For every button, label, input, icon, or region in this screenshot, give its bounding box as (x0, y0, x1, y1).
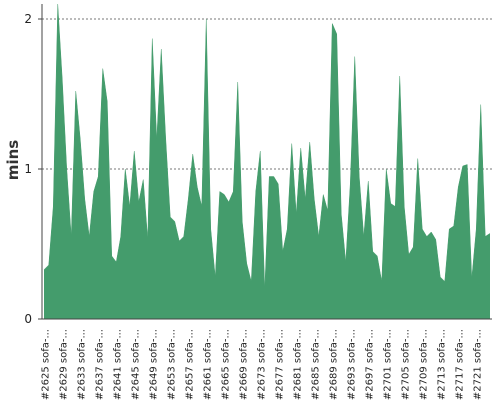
x-tick-label: #2693 sofa-... (346, 329, 357, 400)
x-tick-label: #2677 sofa-... (274, 329, 285, 400)
x-tick-label: #2645 sofa-... (130, 329, 141, 400)
x-tick-label: #2637 sofa-... (94, 329, 105, 400)
y-tick-label: 1 (24, 162, 32, 176)
x-tick-label: #2625 sofa-... (40, 329, 51, 400)
x-tick-label: #2649 sofa-... (148, 329, 159, 400)
x-tick-label: #2641 sofa-... (112, 329, 123, 400)
x-tick-label: #2653 sofa-... (166, 329, 177, 400)
x-tick-label: #2689 sofa-... (328, 329, 339, 400)
x-tick-label: #2705 sofa-... (400, 329, 411, 400)
x-tick-label: #2697 sofa-... (364, 329, 375, 400)
x-tick-label: #2709 sofa-... (418, 329, 429, 400)
x-tick-label: #2685 sofa-... (310, 329, 321, 400)
x-tick-label: #2669 sofa-... (238, 329, 249, 400)
x-tick-label: #2717 sofa-... (454, 329, 465, 400)
x-tick-label: #2629 sofa-... (58, 329, 69, 400)
x-tick-label: #2657 sofa-... (184, 329, 195, 400)
y-axis-label: mins (4, 140, 22, 180)
y-tick-label: 0 (24, 312, 32, 326)
y-tick-label: 2 (24, 12, 32, 26)
x-tick-label: #2713 sofa-... (436, 329, 447, 400)
x-tick-label: #2701 sofa-... (382, 329, 393, 400)
x-tick-label: #2661 sofa-... (202, 329, 213, 400)
x-tick-label: #2673 sofa-... (256, 329, 267, 400)
x-tick-label: #2681 sofa-... (292, 329, 303, 400)
area (44, 3, 490, 320)
x-tick-label: #2721 sofa-... (472, 329, 483, 400)
x-tick-label: #2633 sofa-... (76, 329, 87, 400)
x-tick-label: #2665 sofa-... (220, 329, 231, 400)
